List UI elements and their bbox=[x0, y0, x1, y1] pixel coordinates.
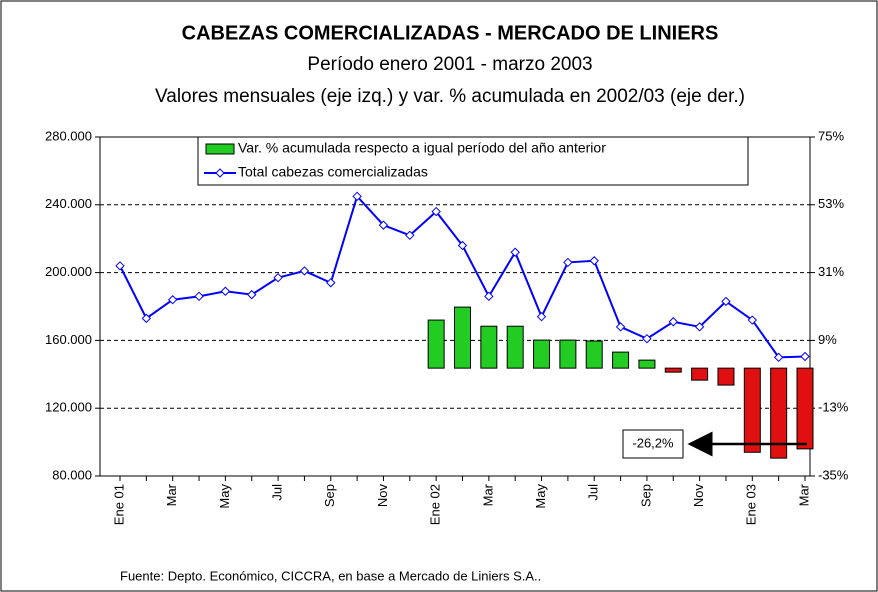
y-tick-label: 160.000 bbox=[45, 332, 92, 347]
x-tick-label: Mar bbox=[480, 483, 495, 506]
x-tick-label: May bbox=[217, 484, 232, 509]
x-tick-label: Ene 01 bbox=[111, 484, 126, 525]
x-tick-label: Ene 02 bbox=[428, 484, 443, 525]
chart-subtitle: Período enero 2001 - marzo 2003 bbox=[307, 54, 592, 75]
x-tick-label: Ene 03 bbox=[744, 484, 759, 525]
line-marker bbox=[536, 311, 547, 322]
line-marker bbox=[800, 351, 810, 362]
y-tick-label: 280.000 bbox=[45, 128, 92, 143]
line-marker bbox=[510, 247, 520, 257]
y-tick-label: 120.000 bbox=[45, 400, 92, 415]
x-tick-label: Sep bbox=[638, 484, 653, 507]
bar bbox=[480, 325, 498, 369]
bar bbox=[664, 367, 682, 373]
line-marker bbox=[484, 291, 494, 302]
line-marker bbox=[220, 286, 231, 296]
plot-area bbox=[99, 136, 811, 477]
y-tick-label: 80.000 bbox=[52, 467, 92, 482]
legend-label: Var. % acumulada respecto a igual períod… bbox=[238, 140, 606, 156]
line-marker bbox=[694, 322, 705, 332]
line-marker bbox=[115, 261, 125, 271]
y2-tick-label: 75% bbox=[818, 128, 844, 143]
source: Fuente: Depto. Económico, CICCRA, en bas… bbox=[120, 568, 541, 583]
line-marker bbox=[431, 206, 441, 217]
legend-swatch bbox=[205, 143, 235, 155]
y2-tick-label: 31% bbox=[818, 264, 844, 279]
x-tick-label: Jul bbox=[586, 484, 601, 501]
bar bbox=[612, 351, 630, 369]
line-marker bbox=[589, 256, 599, 266]
bar bbox=[638, 359, 656, 369]
y-tick-label: 240.000 bbox=[45, 196, 92, 211]
line-marker bbox=[352, 191, 362, 202]
line-marker bbox=[773, 352, 784, 363]
line-marker bbox=[378, 220, 389, 230]
line-marker bbox=[615, 322, 626, 332]
line-marker bbox=[299, 266, 310, 276]
line-marker bbox=[721, 296, 731, 307]
x-tick-label: Jul bbox=[270, 484, 285, 501]
bar bbox=[533, 339, 551, 369]
legend-swatch bbox=[215, 168, 225, 178]
bar bbox=[506, 325, 524, 369]
line-marker bbox=[457, 240, 468, 251]
y-tick-label: 200.000 bbox=[45, 264, 92, 279]
legend bbox=[197, 136, 749, 186]
line-marker bbox=[563, 257, 573, 268]
y2-tick-label: -13% bbox=[818, 400, 849, 415]
bar bbox=[427, 319, 445, 369]
annotation-box bbox=[622, 429, 684, 459]
legend-label: Total cabezas comercializadas bbox=[238, 164, 428, 180]
y2-tick-label: -35% bbox=[818, 467, 849, 482]
bar bbox=[717, 367, 735, 386]
line-marker bbox=[273, 272, 283, 283]
x-tick-label: Mar bbox=[796, 483, 811, 506]
line-marker bbox=[247, 289, 257, 300]
y2-tick-label: 9% bbox=[818, 332, 837, 347]
annotation: -26,2% bbox=[632, 435, 674, 450]
bar bbox=[585, 340, 603, 369]
x-tick-label: Nov bbox=[691, 484, 706, 508]
bar bbox=[796, 367, 814, 450]
line-marker bbox=[642, 333, 652, 344]
line-marker bbox=[194, 291, 204, 302]
x-tick-label: Mar bbox=[164, 483, 179, 506]
bar bbox=[559, 339, 577, 369]
line-marker bbox=[141, 313, 152, 324]
chart-title: CABEZAS COMERCIALIZADAS - MERCADO DE LIN… bbox=[182, 22, 719, 44]
bar bbox=[743, 367, 761, 453]
x-tick-label: Sep bbox=[322, 484, 337, 507]
line-marker bbox=[405, 230, 415, 241]
y2-tick-label: 53% bbox=[818, 196, 844, 211]
chart-subtitle: Valores mensuales (eje izq.) y var. % ac… bbox=[155, 86, 745, 107]
bar bbox=[770, 367, 788, 459]
line-marker bbox=[668, 317, 678, 327]
line-marker bbox=[747, 315, 758, 325]
line-marker bbox=[167, 295, 178, 305]
line-marker bbox=[326, 278, 336, 288]
bar bbox=[691, 367, 709, 381]
x-tick-label: Nov bbox=[375, 484, 390, 508]
x-tick-label: May bbox=[533, 484, 548, 509]
bar bbox=[454, 306, 471, 369]
